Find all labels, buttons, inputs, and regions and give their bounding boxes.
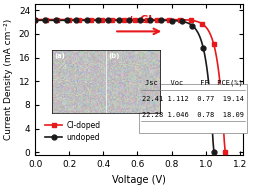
- Text: + Cl: + Cl: [127, 15, 152, 25]
- FancyBboxPatch shape: [139, 84, 247, 133]
- X-axis label: Voltage (V): Voltage (V): [112, 175, 166, 185]
- Text: 22.41 1.112  0.77  19.14: 22.41 1.112 0.77 19.14: [142, 96, 244, 102]
- Y-axis label: Current Density (mA cm⁻²): Current Density (mA cm⁻²): [4, 19, 13, 140]
- Text: 22.28 1.046  0.78  18.09: 22.28 1.046 0.78 18.09: [142, 112, 244, 118]
- Text: undoped: undoped: [66, 133, 100, 142]
- Text: Jsc   Voc    FF  PCE(%): Jsc Voc FF PCE(%): [146, 79, 243, 86]
- Text: Cl-doped: Cl-doped: [66, 121, 100, 130]
